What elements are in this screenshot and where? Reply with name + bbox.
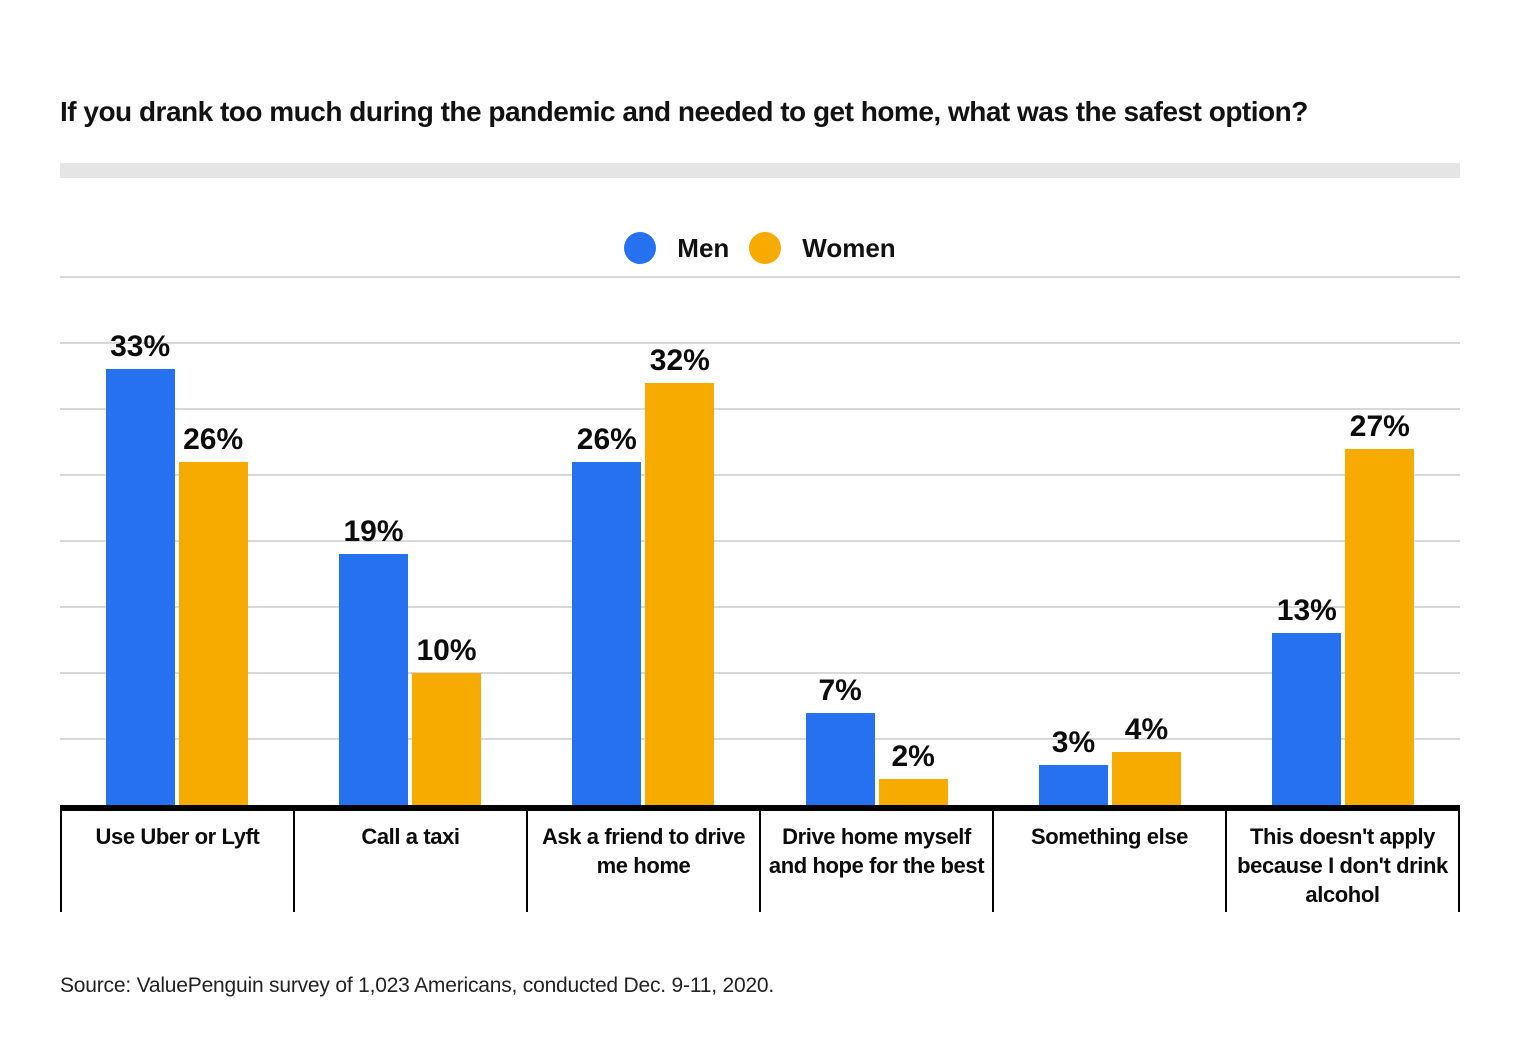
gridline [60, 342, 1460, 344]
bar-value-label-women: 2% [891, 739, 935, 773]
bar-value-label-men: 26% [576, 422, 637, 456]
gridline [60, 276, 1460, 278]
bar-men [572, 461, 642, 805]
category-label-row: Use Uber or Lyft Call a taxi Ask a frien… [60, 811, 1460, 912]
legend: Men Women [60, 232, 1460, 264]
plot-area: 33% 26% 19% 10% [60, 276, 1460, 811]
bar-women [178, 461, 248, 805]
bar-value-label-men: 13% [1276, 594, 1337, 628]
bar-value-label-women: 27% [1349, 409, 1410, 443]
category-group: 7% 2% [760, 277, 993, 805]
bar-women [878, 778, 948, 805]
legend-item-women: Women [749, 232, 896, 264]
category-label-cell: Something else [992, 811, 1225, 912]
bar-value-label-women: 32% [649, 343, 710, 377]
category-label-cell: Call a taxi [293, 811, 526, 912]
bar-men [1272, 633, 1342, 805]
category-group: 3% 4% [993, 277, 1226, 805]
bar-value-label-women: 4% [1124, 713, 1169, 747]
legend-item-men: Men [624, 232, 729, 264]
legend-men-swatch-icon [624, 232, 657, 264]
gridline [60, 738, 1460, 740]
bar-value-label-women: 10% [416, 634, 477, 667]
category-label-cell: This doesn't apply because I don't drink… [1225, 811, 1458, 912]
category-label-cell: Use Uber or Lyft [60, 811, 293, 912]
category-label-cell: Drive home myself and hope for the best [759, 811, 992, 912]
bars-row: 33% 26% 19% 10% [60, 277, 1460, 805]
bar-men [105, 369, 175, 805]
gridline [60, 672, 1460, 674]
legend-women-swatch-icon [749, 232, 782, 264]
gridline [60, 474, 1460, 476]
bar-men [805, 712, 875, 805]
bar-value-label-men: 19% [343, 515, 404, 549]
bar-chart: Men Women 33% 26% [60, 178, 1460, 912]
legend-women-label: Women [802, 232, 896, 263]
legend-men-label: Men [677, 232, 730, 263]
bar-women [1111, 752, 1181, 805]
category-group: 13% 27% [1227, 277, 1460, 805]
source-note: Source: ValuePenguin survey of 1,023 Ame… [60, 974, 775, 997]
bar-value-label-women: 26% [183, 422, 244, 456]
bar-value-label-men: 3% [1051, 726, 1096, 760]
bar-men [1038, 765, 1108, 805]
category-label-cell: Ask a friend to drive me home [526, 811, 759, 912]
x-axis-line [60, 805, 1460, 811]
bar-women [411, 673, 481, 805]
page-title: If you drank too much during the pandemi… [60, 96, 1308, 127]
bar-men [338, 554, 408, 805]
category-group: 19% 10% [293, 277, 526, 805]
category-group: 33% 26% [60, 277, 293, 805]
gridline [60, 540, 1460, 542]
bar-value-label-men: 7% [818, 673, 862, 707]
title-divider-bar [60, 163, 1460, 178]
bar-value-label-men: 33% [110, 330, 171, 364]
bar-women [1345, 448, 1415, 805]
gridline [60, 408, 1460, 410]
category-group: 26% 32% [527, 277, 760, 805]
bar-women [645, 382, 715, 805]
gridline [60, 606, 1460, 608]
